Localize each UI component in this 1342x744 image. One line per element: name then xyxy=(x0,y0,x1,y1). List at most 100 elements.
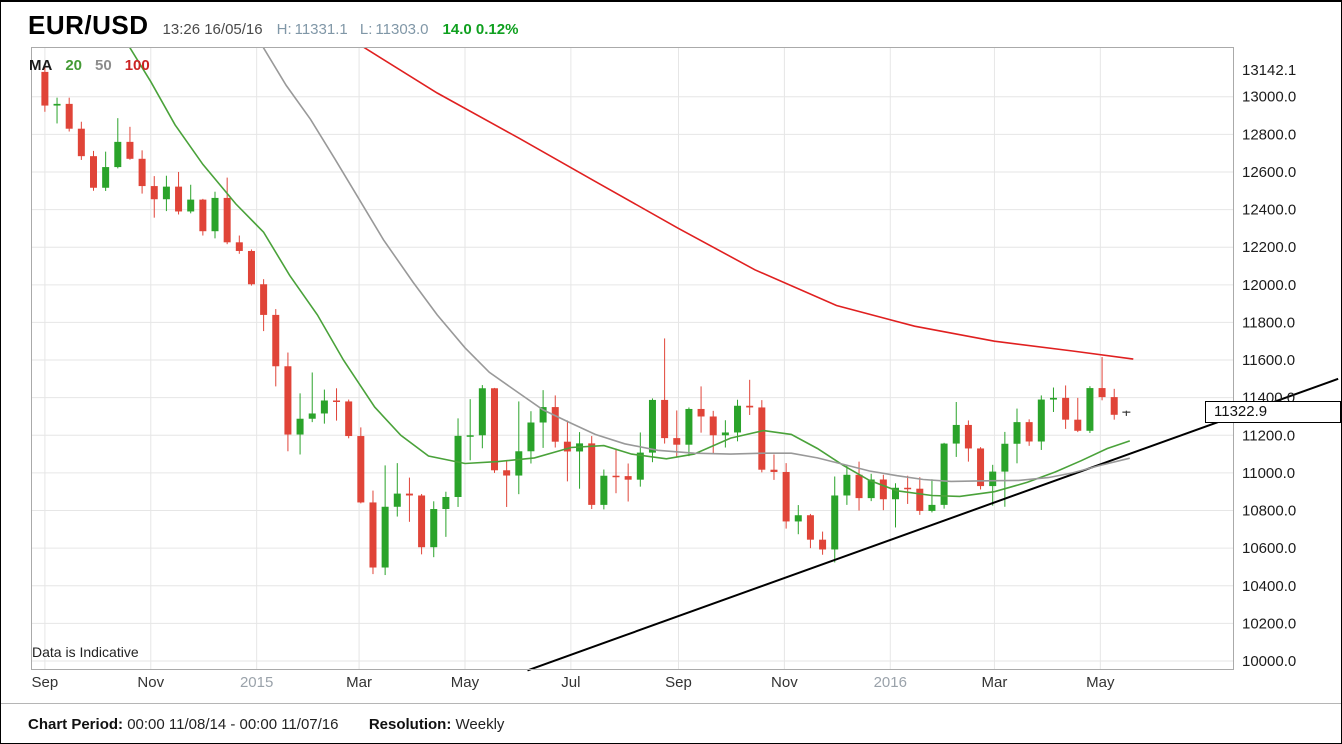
candle-body xyxy=(794,515,802,522)
price-chart[interactable]: 13142.1 13000.0 12800.0 12600.0 12400.0 12200… xyxy=(1,47,1342,697)
trendline xyxy=(527,377,1339,672)
ma100-line xyxy=(361,47,1134,360)
svg-text:2016: 2016 xyxy=(874,674,907,691)
change-readout: 14.0 0.12% xyxy=(443,21,519,38)
candle-body xyxy=(345,401,353,437)
candle-body xyxy=(1049,397,1057,400)
candle-body xyxy=(1025,422,1033,442)
candle-body xyxy=(320,400,328,414)
svg-text:Sep: Sep xyxy=(665,674,692,691)
svg-text:10200.0: 10200.0 xyxy=(1242,615,1296,632)
horizontal-gridlines xyxy=(31,96,1234,662)
candle-body xyxy=(940,443,948,505)
svg-text:2015: 2015 xyxy=(240,674,273,691)
plot-border xyxy=(31,47,1234,670)
candle-body xyxy=(636,452,644,480)
ma100-legend: 100 xyxy=(124,57,150,74)
candle-body xyxy=(916,488,924,511)
candle-body xyxy=(1074,419,1082,431)
candle-body xyxy=(758,407,766,470)
candle-body xyxy=(831,495,839,550)
indicative-watermark: Data is Indicative xyxy=(32,644,139,660)
svg-text:13142.1: 13142.1 xyxy=(1242,62,1296,79)
candle-body xyxy=(381,506,389,568)
candle-body xyxy=(977,448,985,487)
candle-body xyxy=(964,424,972,449)
candle-body xyxy=(709,416,717,436)
candle-body xyxy=(685,408,693,445)
candle-body xyxy=(260,284,268,315)
ma20-legend: 20 xyxy=(65,57,83,74)
svg-text:Jul: Jul xyxy=(561,674,580,691)
candle-body xyxy=(442,496,450,510)
high-low-readout: H: 11331.1 L: 11303.0 xyxy=(277,21,429,38)
candle-body xyxy=(1110,397,1118,415)
candle-body xyxy=(393,493,401,507)
chart-period-value: 00:00 11/08/14 - 00:00 11/07/16 xyxy=(127,716,339,733)
change-value: 14.0 xyxy=(442,21,472,38)
candle-body xyxy=(102,167,110,188)
high-label: H: xyxy=(276,21,292,38)
candle-body xyxy=(527,422,535,452)
candle-body xyxy=(41,71,49,106)
svg-text:10800.0: 10800.0 xyxy=(1242,503,1296,520)
candle-body xyxy=(333,400,341,402)
candle-body xyxy=(588,443,596,505)
candle-body xyxy=(673,438,681,445)
candle-body xyxy=(843,474,851,496)
vertical-gridlines xyxy=(44,47,1101,670)
svg-text:Nov: Nov xyxy=(137,674,164,691)
candle-body xyxy=(904,487,912,490)
candle-body xyxy=(478,388,486,436)
svg-text:13000.0: 13000.0 xyxy=(1242,89,1296,106)
candle-body xyxy=(65,103,73,129)
candle-body xyxy=(867,479,875,499)
svg-text:12200.0: 12200.0 xyxy=(1242,239,1296,256)
chart-period-label: Chart Period: xyxy=(28,716,124,733)
chart-region: 13142.1 13000.0 12800.0 12600.0 12400.0 12200… xyxy=(1,47,1341,697)
svg-text:Nov: Nov xyxy=(771,674,798,691)
candle-body xyxy=(1098,388,1106,398)
candle-body xyxy=(721,432,729,436)
candle-body xyxy=(357,436,365,503)
candle-body xyxy=(296,418,304,435)
candle-body xyxy=(150,186,158,200)
candle-body xyxy=(600,475,608,505)
x-axis-labels: Sep Nov 2015 Mar May Jul Sep Nov 2016 Mar May xyxy=(32,674,1115,691)
candle-body xyxy=(490,388,498,471)
candle-body xyxy=(539,407,547,423)
candle-body xyxy=(819,539,827,550)
svg-text:May: May xyxy=(451,674,480,691)
candle-body xyxy=(418,495,426,548)
candle-body xyxy=(782,471,790,522)
candle-body xyxy=(187,199,195,212)
svg-text:12600.0: 12600.0 xyxy=(1242,164,1296,181)
candle-body xyxy=(235,242,243,251)
resolution-value: Weekly xyxy=(455,716,505,733)
candle-body xyxy=(551,407,559,442)
svg-text:10000.0: 10000.0 xyxy=(1242,653,1296,670)
candle-body xyxy=(77,128,85,157)
candle-body xyxy=(1086,388,1094,431)
candle-body xyxy=(928,504,936,511)
svg-text:Mar: Mar xyxy=(982,674,1008,691)
ma-legend[interactable]: MA 20 50 100 xyxy=(29,57,150,74)
candle-body xyxy=(989,471,997,487)
candle-body xyxy=(247,250,255,285)
candle-body xyxy=(308,413,316,419)
candle-body xyxy=(430,509,438,548)
svg-text:11000.0: 11000.0 xyxy=(1242,465,1295,482)
svg-text:10400.0: 10400.0 xyxy=(1242,578,1296,595)
candle-body xyxy=(466,435,474,437)
ma50-legend: 50 xyxy=(95,57,112,74)
svg-text:12000.0: 12000.0 xyxy=(1242,277,1296,294)
candle-body xyxy=(624,476,632,480)
candle-body xyxy=(770,469,778,472)
candle-body xyxy=(272,314,280,367)
ma-label: MA xyxy=(29,57,53,74)
low-label: L: xyxy=(359,21,373,38)
candle-body xyxy=(952,424,960,444)
candle-body xyxy=(1037,399,1045,442)
high-value: 11331.1 xyxy=(294,21,348,38)
candle-body xyxy=(138,158,146,187)
